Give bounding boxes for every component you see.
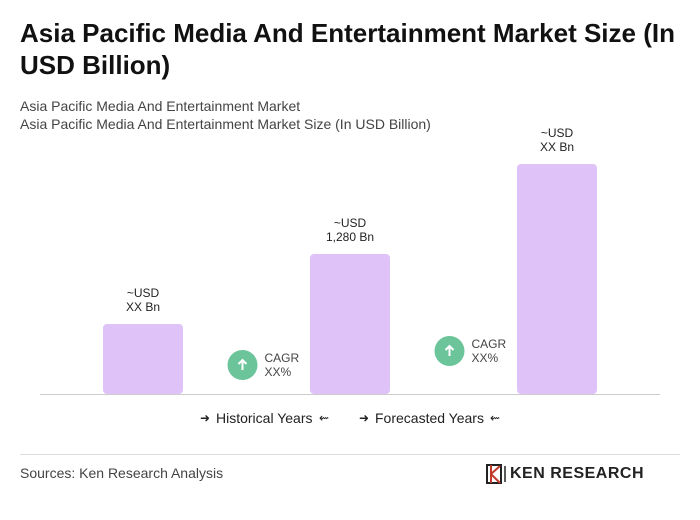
subtitle: Asia Pacific Media And Entertainment Mar… (20, 98, 301, 114)
value-label: ~USD XX Bn (539, 126, 575, 154)
value-label: ~USD 1,280 Bn (325, 216, 375, 244)
arrow-icon: ⇜ (319, 411, 330, 425)
cagr-icon (434, 336, 465, 366)
source: Sources: Ken Research Analysis (20, 465, 224, 481)
arrow-icon: ➜ (200, 411, 211, 425)
arrow-icon: ➜ (359, 411, 370, 425)
value-label: ~USD XX Bn (125, 286, 161, 314)
cagr-label: CAGR XX% (264, 351, 300, 379)
brand: KEN RESEARCH (510, 465, 645, 482)
bar (103, 324, 183, 394)
bar (310, 254, 390, 394)
chart-title: Asia Pacific Media And Entertainment Mar… (20, 18, 675, 80)
period-label: Forecasted Years (375, 410, 484, 426)
arrow-icon: ⇜ (490, 411, 501, 425)
bar (517, 164, 597, 394)
period-label: Historical Years (216, 410, 313, 426)
brand-logo (486, 464, 506, 484)
axis-label: Asia Pacific Media And Entertainment Mar… (20, 116, 431, 132)
cagr-icon (227, 350, 258, 380)
cagr-label: CAGR XX% (471, 337, 507, 365)
